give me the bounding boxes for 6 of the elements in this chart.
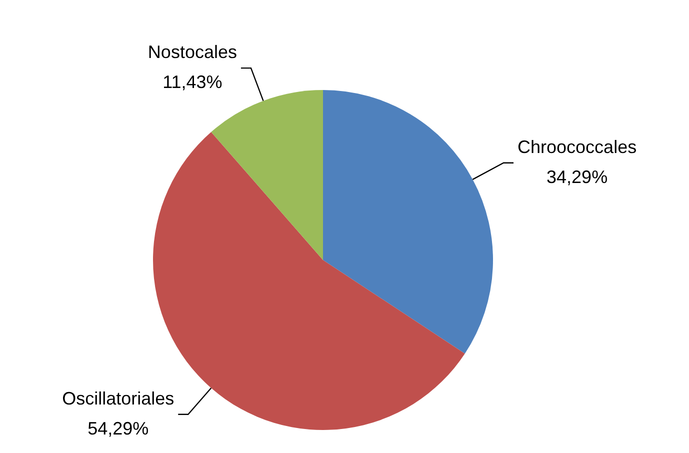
- slice-label: Chroococcales: [518, 136, 637, 157]
- data-label: 34,29%: [546, 166, 608, 187]
- slice-label: Oscillatoriales: [62, 388, 174, 408]
- data-label: 54,29%: [88, 418, 149, 438]
- data-label: 11,43%: [162, 72, 222, 92]
- slice-label: Nostocales: [148, 42, 237, 62]
